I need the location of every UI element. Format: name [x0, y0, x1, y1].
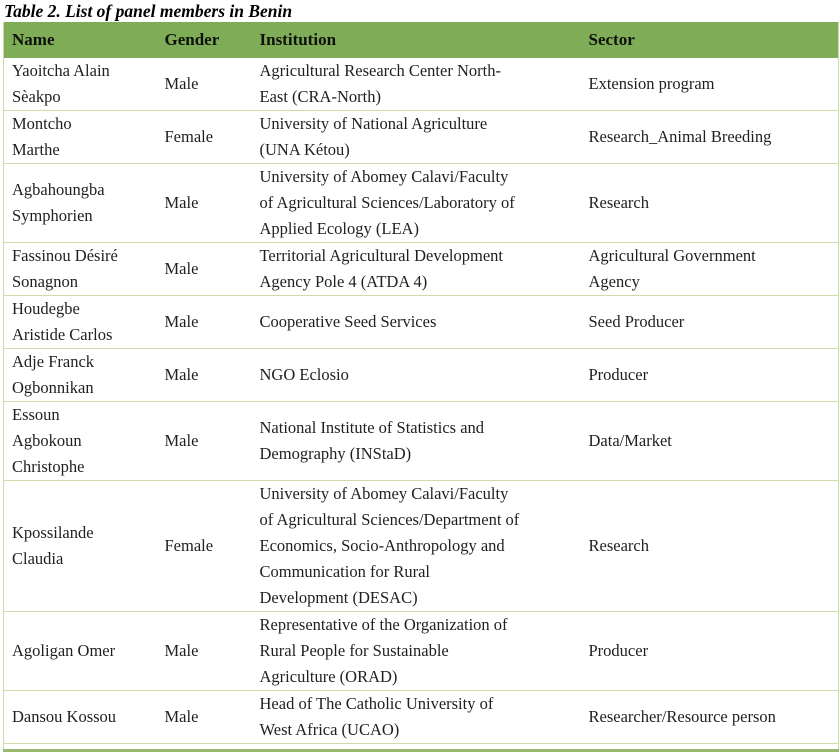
cell-name: Kpossilande Claudia — [3, 480, 157, 612]
cell-sector: Seed Producer — [580, 295, 839, 349]
cell-gender: Male — [156, 348, 252, 402]
cell-gender: Male — [156, 58, 252, 111]
cell-gender: Male — [156, 163, 252, 243]
cell-sector: Data/Market — [580, 401, 839, 481]
cell-sector: Research — [580, 480, 839, 612]
cell-gender: Male — [156, 295, 252, 349]
table-row: Kpossilande Claudia Female University of A… — [3, 480, 839, 612]
column-header-gender: Gender — [156, 22, 252, 58]
cell-institution: University of National Agriculture (UNA … — [251, 110, 581, 164]
cell-name: Yaoitcha Alain Sèakpo — [3, 58, 157, 111]
cell-sector: Producer — [580, 611, 839, 691]
column-header-institution: Institution — [251, 22, 581, 58]
table-row: Agbahoungba Symphorien Male University of … — [3, 163, 839, 243]
cell-gender: Male — [156, 242, 252, 296]
cell-name: Adje Franck Ogbonnikan — [3, 348, 157, 402]
bottom-strip-cell — [3, 743, 839, 752]
table-row: Agoligan Omer Male Representative of the O… — [3, 611, 839, 691]
cell-institution: University of Abomey Calavi/Faculty of A… — [251, 163, 581, 243]
cell-gender: Male — [156, 690, 252, 744]
cell-institution: University of Abomey Calavi/Faculty of A… — [251, 480, 581, 612]
table-caption: Table 2. List of panel members in Benin — [4, 1, 293, 21]
cell-name: Houdegbe Aristide Carlos — [3, 295, 157, 349]
cell-institution: Agricultural Research Center North-East … — [251, 58, 581, 111]
cell-sector: Extension program — [580, 58, 839, 111]
table-row: Yaoitcha Alain Sèakpo Male Agricultural Re… — [3, 58, 839, 111]
cell-gender: Female — [156, 480, 252, 612]
cell-sector: Researcher/Resource person — [580, 690, 839, 744]
cell-name: Agoligan Omer — [3, 611, 157, 691]
cell-name: Montcho Marthe — [3, 110, 157, 164]
cell-sector: Research_Animal Breeding — [580, 110, 839, 164]
cell-name: Agbahoungba Symphorien — [3, 163, 157, 243]
table-body: Yaoitcha Alain Sèakpo Male Agricultural Re… — [3, 58, 839, 744]
table-row: Essoun Agbokoun Christophe Male National I… — [3, 401, 839, 481]
cell-gender: Female — [156, 110, 252, 164]
table-row: Houdegbe Aristide Carlos Male Cooperative … — [3, 295, 839, 349]
cell-institution: Representative of the Organization of Ru… — [251, 611, 581, 691]
cell-name: Essoun Agbokoun Christophe — [3, 401, 157, 481]
cell-institution: Territorial Agricultural Development Age… — [251, 242, 581, 296]
column-header-name: Name — [3, 22, 157, 58]
cell-institution: Head of The Catholic University of West … — [251, 690, 581, 744]
cell-sector: Producer — [580, 348, 839, 402]
table-row: Montcho Marthe Female University of Nation… — [3, 110, 839, 164]
cell-name: Dansou Kossou — [3, 690, 157, 744]
table-bottom-strip — [3, 743, 839, 752]
cell-name: Fassinou Désiré Sonagnon — [3, 242, 157, 296]
cell-institution: NGO Eclosio — [251, 348, 581, 402]
cell-gender: Male — [156, 401, 252, 481]
cell-sector: Agricultural Government Agency — [580, 242, 839, 296]
cell-sector: Research — [580, 163, 839, 243]
cell-gender: Male — [156, 611, 252, 691]
table-row: Dansou Kossou Male Head of The Catholic Un… — [3, 690, 839, 744]
table-row: Adje Franck Ogbonnikan Male NGO Eclosio Pro… — [3, 348, 839, 402]
table-row: Fassinou Désiré Sonagnon Male Territorial … — [3, 242, 839, 296]
cell-institution: Cooperative Seed Services — [251, 295, 581, 349]
cell-institution: National Institute of Statistics and Dem… — [251, 401, 581, 481]
panel-members-table: Name Gender Institution Sector Yaoitcha … — [3, 22, 839, 752]
table-header-row: Name Gender Institution Sector — [3, 22, 839, 58]
column-header-sector: Sector — [580, 22, 839, 58]
